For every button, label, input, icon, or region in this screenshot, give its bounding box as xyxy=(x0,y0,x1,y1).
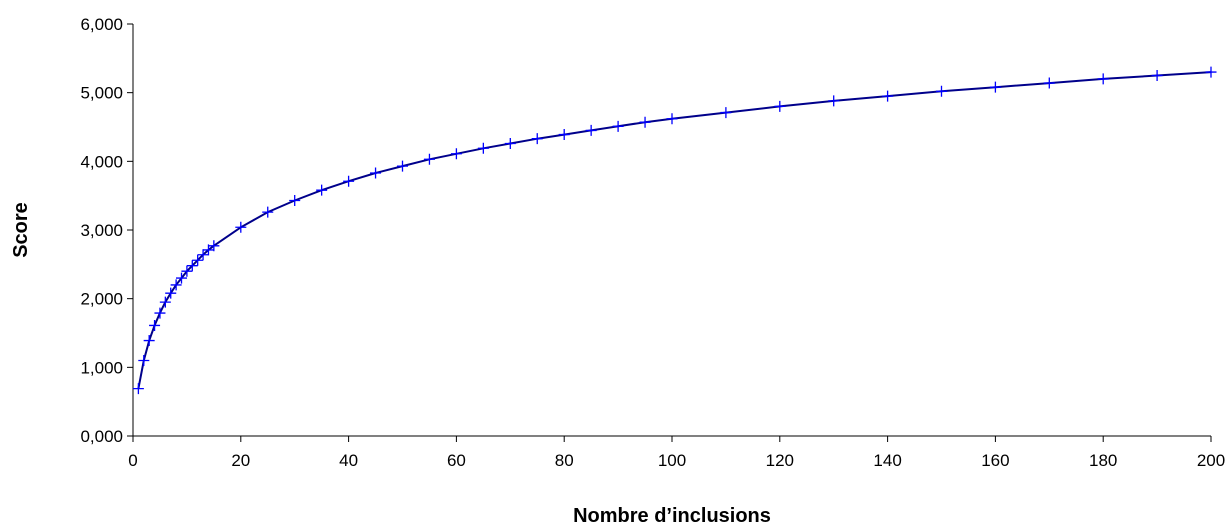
data-point xyxy=(423,153,435,165)
data-point xyxy=(138,354,150,366)
data-point xyxy=(154,307,166,319)
data-point xyxy=(343,175,355,187)
data-point xyxy=(149,319,161,331)
data-point xyxy=(159,296,171,308)
x-axis-title: Nombre d’inclusions xyxy=(573,505,771,527)
y-ticks: 0,000 1,000 2,000 3,000 4,000 5,000 6,000 xyxy=(80,15,133,446)
y-tick-label: 2,000 xyxy=(80,290,123,309)
y-tick-label: 5,000 xyxy=(80,84,123,103)
data-point xyxy=(1043,77,1055,89)
data-point xyxy=(612,120,624,132)
data-point xyxy=(450,148,462,160)
data-point xyxy=(262,206,274,218)
data-point xyxy=(989,81,1001,93)
x-tick-label: 60 xyxy=(447,451,466,470)
data-point xyxy=(477,142,489,154)
data-point xyxy=(1151,70,1163,81)
x-tick-label: 0 xyxy=(128,451,137,470)
y-tick-label: 1,000 xyxy=(80,358,123,377)
data-point xyxy=(1097,73,1109,85)
data-point xyxy=(132,383,144,395)
data-point xyxy=(235,221,247,233)
x-tick-label: 80 xyxy=(555,451,574,470)
y-tick-label: 0,000 xyxy=(80,427,123,446)
data-point xyxy=(170,279,182,291)
data-point xyxy=(720,107,732,119)
data-point xyxy=(181,265,193,277)
data-point xyxy=(370,167,382,179)
x-tick-label: 140 xyxy=(873,451,901,470)
data-point xyxy=(143,335,155,347)
x-tick-label: 40 xyxy=(339,451,358,470)
data-point xyxy=(774,100,786,112)
data-point xyxy=(585,124,597,136)
y-axis-title: Score xyxy=(10,202,32,258)
x-ticks: 0 20 40 60 80 100 120 140 160 180 200 xyxy=(128,436,1225,470)
x-tick-label: 120 xyxy=(766,451,794,470)
x-tick-label: 160 xyxy=(981,451,1009,470)
y-tick-label: 6,000 xyxy=(80,15,123,34)
data-point xyxy=(936,85,947,97)
data-point xyxy=(397,160,408,172)
data-point xyxy=(882,90,894,102)
y-tick-label: 3,000 xyxy=(80,221,123,240)
data-point xyxy=(639,116,651,128)
data-point xyxy=(504,137,516,149)
x-tick-label: 200 xyxy=(1197,451,1225,470)
series-layer xyxy=(132,66,1217,395)
data-point xyxy=(192,254,204,266)
data-point xyxy=(316,184,328,196)
data-point xyxy=(186,260,198,272)
data-point xyxy=(531,133,543,145)
x-tick-label: 100 xyxy=(658,451,686,470)
data-point xyxy=(208,240,220,252)
data-point xyxy=(165,287,177,299)
data-point xyxy=(558,129,570,141)
data-point xyxy=(666,113,678,125)
data-point xyxy=(176,272,188,284)
x-tick-label: 180 xyxy=(1089,451,1117,470)
data-point xyxy=(1205,66,1217,78)
x-tick-label: 20 xyxy=(231,451,250,470)
y-tick-label: 4,000 xyxy=(80,152,123,171)
series-line xyxy=(137,71,1212,389)
data-point xyxy=(197,249,209,261)
data-point xyxy=(828,95,840,107)
data-point xyxy=(289,194,301,206)
